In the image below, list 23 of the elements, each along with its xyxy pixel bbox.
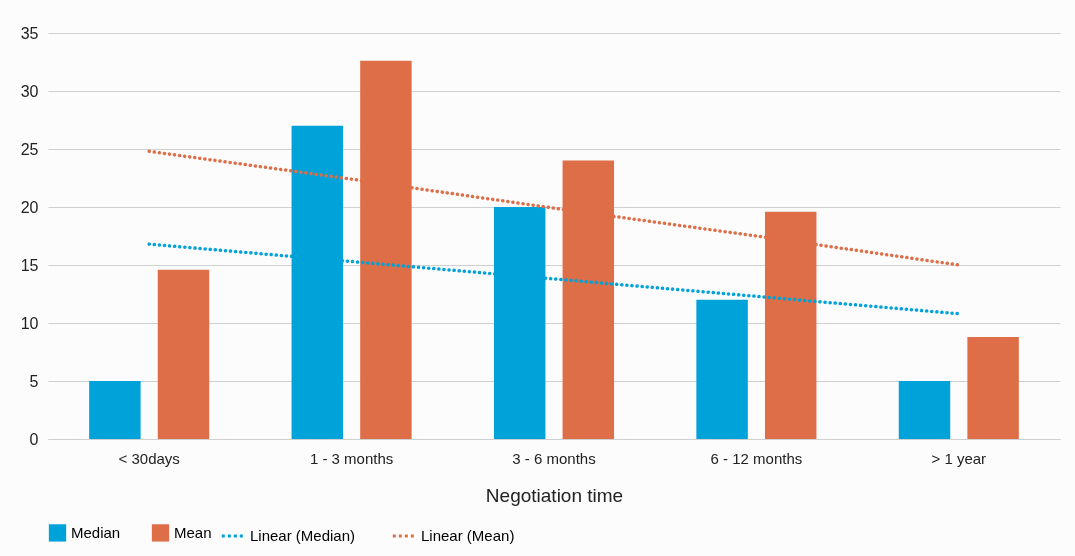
x-tick-label: 6 - 12 months [710,449,803,467]
y-tick-label: 0 [29,430,39,448]
y-tick-label: 15 [20,256,39,274]
y-tick-label: 5 [29,372,39,390]
y-tick-label: 35 [20,24,39,42]
x-tick-label: 1 - 3 months [309,449,394,467]
legend-label: Median [71,523,121,541]
bar [696,299,748,439]
legend-label: Mean [174,523,212,541]
y-tick-label: 20 [20,198,39,216]
x-tick-label: < 30days [118,449,180,467]
bar [89,381,141,439]
bar [967,336,1019,439]
bar [157,269,210,439]
bar [898,381,951,439]
x-axis-title: Negotiation time [485,484,624,506]
legend-label: Linear (Mean) [421,527,515,544]
legend-label: Linear (Median) [250,527,356,544]
x-tick-label: > 1 year [931,449,987,467]
y-tick-label: 25 [20,140,39,158]
x-tick-label: 3 - 6 months [512,449,596,467]
y-tick-label: 30 [20,82,39,100]
y-tick-label: 10 [20,314,39,332]
